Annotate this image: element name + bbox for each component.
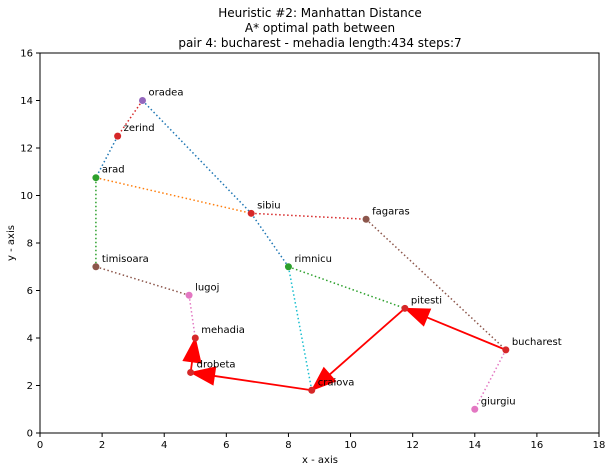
label-giurgiu: giurgiu <box>481 396 516 407</box>
label-timisoara: timisoara <box>102 254 149 265</box>
label-rimnicu: rimnicu <box>294 254 332 265</box>
optimal-path <box>182 307 507 392</box>
label-fagaras: fagaras <box>372 206 410 217</box>
y-tick-label-10: 10 <box>20 191 33 202</box>
point-oradea <box>138 97 146 104</box>
y-tick-label-6: 6 <box>27 286 33 297</box>
label-bucharest: bucharest <box>512 337 562 348</box>
x-axis-ticks: 0 2 4 6 8 10 12 14 16 18 <box>37 433 606 451</box>
point-timisoara <box>92 263 100 271</box>
point-arad <box>92 174 100 182</box>
x-tick-label-4: 4 <box>161 440 167 451</box>
label-lugoj: lugoj <box>195 282 219 293</box>
chart-title-line-3: pair 4: bucharest - mehadia length:434 s… <box>178 36 461 50</box>
label-oradea: oradea <box>148 88 183 99</box>
point-craiova <box>308 386 316 394</box>
point-mehadia <box>191 334 199 342</box>
path-arrowhead-pitesti-craiova <box>310 366 337 392</box>
x-tick-label-10: 10 <box>344 440 357 451</box>
y-tick-label-2: 2 <box>27 381 33 392</box>
x-tick-label-12: 12 <box>406 440 419 451</box>
x-tick-label-6: 6 <box>223 440 229 451</box>
path-arrowhead-bucharest-pitesti <box>403 307 432 327</box>
path-segment-bucharest-pitesti <box>426 316 507 351</box>
chart-title-line-2: A* optimal path between <box>245 21 395 35</box>
y-tick-label-0: 0 <box>27 429 33 440</box>
point-pitesti <box>401 304 409 312</box>
y-tick-label-16: 16 <box>20 49 33 60</box>
point-drobeta <box>187 368 195 376</box>
road-oradea-zerind <box>117 100 144 137</box>
label-drobeta: drobeta <box>197 359 236 370</box>
path-segment-pitesti-craiova <box>329 307 406 376</box>
point-sibiu <box>247 209 255 217</box>
city-labels: oradea zerind arad sibiu fagaras timisoara rim… <box>102 88 562 408</box>
point-rimnicu <box>284 263 292 271</box>
road-rimnicu-pitesti <box>288 266 406 310</box>
road-sibiu-rimnicu <box>250 212 290 268</box>
label-arad: arad <box>102 165 125 176</box>
label-zerind: zerind <box>124 123 155 134</box>
road-lines <box>95 99 507 410</box>
x-tick-label-0: 0 <box>37 440 43 451</box>
label-mehadia: mehadia <box>201 325 245 336</box>
y-tick-label-4: 4 <box>27 334 33 345</box>
x-tick-label-8: 8 <box>285 440 291 451</box>
y-tick-label-12: 12 <box>20 144 33 155</box>
path-arrowhead-drobeta-mehadia <box>182 336 202 364</box>
point-bucharest <box>502 346 510 354</box>
city-points <box>92 97 510 413</box>
x-axis-label: x - axis <box>302 455 338 466</box>
label-pitesti: pitesti <box>411 295 442 306</box>
x-tick-label-2: 2 <box>99 440 105 451</box>
point-lugoj <box>185 291 193 299</box>
road-arad-sibiu <box>95 176 252 215</box>
road-timisoara-lugoj <box>95 266 190 296</box>
x-tick-label-18: 18 <box>593 440 606 451</box>
y-tick-label-14: 14 <box>20 96 33 107</box>
point-fagaras <box>362 215 370 223</box>
path-arrowhead-craiova-drobeta <box>189 366 217 386</box>
y-axis-ticks: 0 2 4 6 8 10 12 14 16 <box>20 49 40 440</box>
label-sibiu: sibiu <box>257 200 280 211</box>
point-zerind <box>114 132 122 140</box>
x-tick-label-16: 16 <box>531 440 544 451</box>
x-tick-label-14: 14 <box>468 440 481 451</box>
point-giurgiu <box>471 405 479 413</box>
y-tick-label-8: 8 <box>27 239 33 250</box>
chart-title-line-1: Heuristic #2: Manhattan Distance <box>218 6 421 20</box>
path-segment-craiova-drobeta <box>214 375 312 392</box>
label-craiova: craiova <box>318 377 355 388</box>
y-axis-label: y - axis <box>6 225 17 261</box>
road-rimnicu-craiova <box>287 266 313 391</box>
